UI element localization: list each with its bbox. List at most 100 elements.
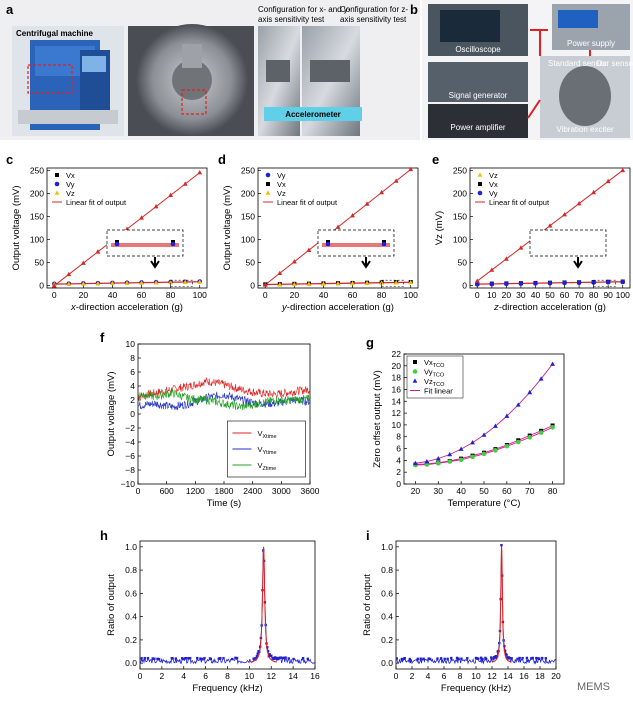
y-tick-label: 0.6: [125, 588, 137, 598]
data-point-vz: [350, 280, 355, 286]
x-tick-label: 20: [502, 290, 512, 300]
y-tick-label: 1.0: [381, 542, 393, 552]
x-tick-label: 8: [458, 671, 463, 681]
config-xy-label-line2: axis sensitivity test: [258, 15, 325, 24]
x-tick-label: 0: [263, 290, 268, 300]
standard-sensor-label: Standard sensor: [548, 59, 607, 68]
panel-letter-g: g: [366, 335, 374, 350]
data-point-vy: [408, 166, 414, 172]
legend-label: VxTCO: [424, 358, 445, 369]
response-data-point: [416, 657, 420, 661]
data-point-vz: [95, 281, 101, 286]
x-tick-label: 6: [442, 671, 447, 681]
legend-marker: [54, 190, 60, 195]
x-tick-label: 0: [394, 671, 399, 681]
x-tick-label: 100: [193, 290, 207, 300]
x-axis-label: Frequency (kHz): [441, 683, 511, 694]
y-tick-label: −4: [125, 437, 135, 447]
x-tick-label: 50: [545, 290, 555, 300]
data-point-vz: [80, 281, 86, 286]
resonance-fit-curve: [491, 546, 512, 663]
x-tick-label: 600: [160, 486, 174, 496]
x-tick-label: 0: [138, 671, 143, 681]
response-data-point: [508, 656, 511, 660]
y-tick-label: 0.2: [381, 635, 393, 645]
x-axis-label: Temperature (°C): [448, 498, 521, 509]
panel-letter-c: c: [6, 152, 13, 167]
response-data-point: [184, 656, 188, 660]
response-data-point: [279, 656, 282, 659]
x-tick-label: 60: [502, 486, 512, 496]
data-point-vy: [562, 280, 567, 286]
data-point-vz: [605, 178, 611, 184]
x-tick-label: 10: [245, 671, 255, 681]
x-tick-label: 80: [548, 486, 558, 496]
accelerometer-label: Accelerometer: [285, 110, 341, 119]
data-point-vztco: [413, 460, 418, 466]
x-tick-label: 20: [551, 671, 561, 681]
response-data-point: [531, 656, 534, 660]
config-z-label-line2: axis sensitivity test: [340, 15, 407, 24]
series-line-vztime: [137, 388, 311, 411]
x-tick-label: 3600: [301, 486, 320, 496]
legend-marker: [478, 182, 482, 186]
legend-marker: [412, 369, 418, 374]
y-tick-label: 0: [396, 479, 401, 489]
y-tick-label: 0.4: [125, 612, 137, 622]
y-axis-label: Ratio of output: [106, 574, 117, 636]
data-point-vy: [576, 280, 582, 285]
power-supply-label: Power supply: [567, 39, 615, 48]
y-tick-label: 250: [241, 165, 255, 175]
x-axis-label: Time (s): [207, 498, 241, 509]
legend-marker: [477, 190, 483, 196]
x-tick-label: 90: [603, 290, 613, 300]
response-data-point: [400, 657, 404, 661]
data-point-vy: [379, 189, 385, 195]
legend-label: Fit linear: [424, 387, 453, 396]
series-line-vxtime: [137, 377, 311, 400]
data-point-vytco: [424, 462, 430, 467]
data-point-vztco: [470, 440, 475, 445]
power-amplifier-label: Power amplifier: [450, 123, 505, 132]
inset-point: [114, 241, 120, 247]
y-tick-label: 150: [30, 211, 44, 221]
inset-point: [325, 241, 331, 247]
response-data-point: [157, 657, 161, 661]
data-point-vz: [110, 280, 115, 286]
power-amplifier-photo: [428, 104, 528, 138]
data-point-vy: [533, 281, 538, 286]
data-point-vztco: [447, 451, 453, 457]
y-tick-label: 0: [130, 409, 135, 419]
response-data-point: [395, 657, 398, 660]
panel-b: b Oscilloscope Power supply Signal gener…: [410, 0, 633, 140]
legend-marker: [54, 181, 60, 187]
response-data-point: [209, 657, 212, 661]
y-tick-label: 150: [453, 211, 467, 221]
legend-label: Linear fit of output: [66, 198, 127, 207]
legend-label: Vx: [66, 171, 75, 180]
data-point-vz: [306, 281, 312, 286]
y-tick-label: 8: [396, 432, 401, 442]
data-point-vz: [197, 279, 203, 284]
response-data-point: [505, 653, 508, 657]
y-tick-label: 6: [396, 444, 401, 454]
y-tick-label: 50: [35, 258, 45, 268]
data-point-vz: [620, 167, 626, 173]
data-point-vy: [547, 280, 553, 286]
y-tick-label: 200: [241, 188, 255, 198]
x-tick-label: 10: [471, 671, 481, 681]
response-data-point: [254, 657, 257, 660]
response-data-point: [270, 654, 273, 657]
y-tick-label: 150: [241, 211, 255, 221]
panel-letter-i: i: [366, 528, 370, 543]
y-tick-label: 250: [453, 165, 467, 175]
response-data-point: [428, 657, 432, 661]
response-data-point: [231, 657, 234, 661]
panel-a-letter: a: [6, 2, 14, 17]
legend-marker: [477, 172, 483, 177]
response-data-point: [443, 657, 446, 661]
data-point-vz: [182, 279, 188, 285]
data-point-vy: [306, 247, 312, 252]
x-tick-label: 2: [160, 671, 165, 681]
